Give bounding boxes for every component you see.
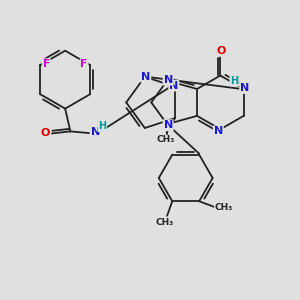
Text: F: F [43,59,50,69]
Text: CH₃: CH₃ [156,135,175,144]
Text: H: H [230,76,238,86]
Text: CH₃: CH₃ [215,203,233,212]
Text: N: N [91,128,100,137]
Text: N: N [164,120,173,130]
Text: N: N [164,75,173,85]
Text: O: O [41,128,50,138]
Text: F: F [80,59,88,69]
Text: N: N [240,83,249,93]
Text: N: N [169,81,178,91]
Text: N: N [141,72,151,82]
Text: CH₃: CH₃ [156,218,174,227]
Text: O: O [217,46,226,56]
Text: H: H [98,121,106,131]
Text: N: N [214,126,223,136]
